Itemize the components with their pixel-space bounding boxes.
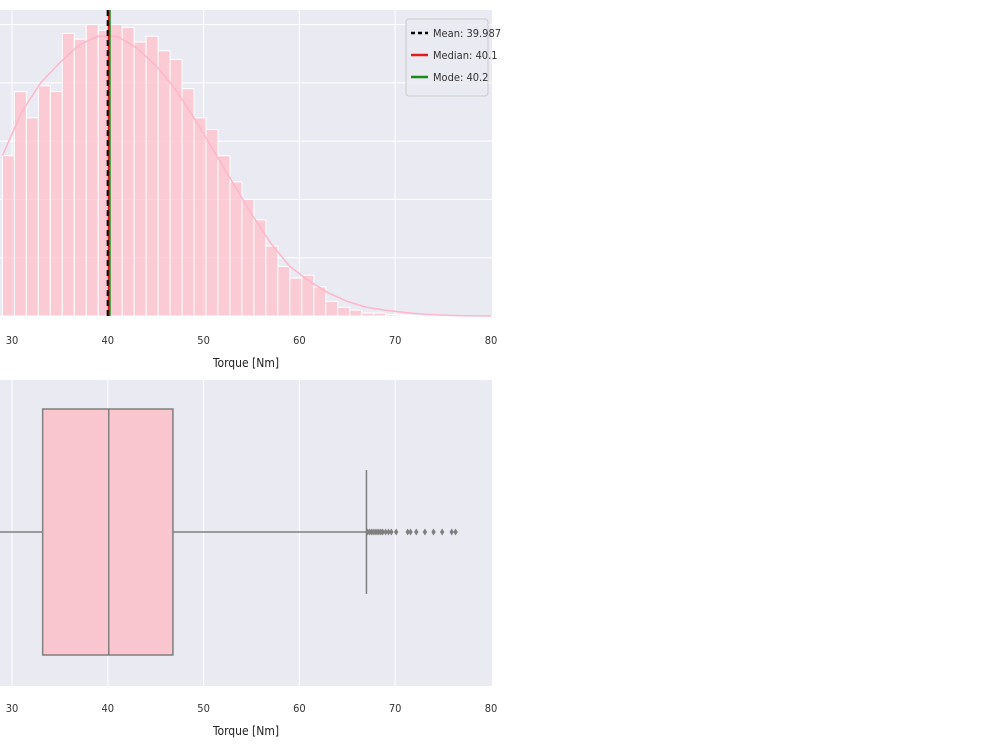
histogram-bar <box>229 181 243 317</box>
x-tick-label: 80 <box>485 334 498 347</box>
histogram-bar <box>205 128 219 317</box>
legend: Mean: 39.987 Median: 40.1 Mode: 40.2 <box>405 18 501 97</box>
outlier-point <box>439 528 445 536</box>
histogram-bar <box>313 286 327 317</box>
histogram-bar <box>265 245 279 317</box>
histogram-bar <box>1 155 15 317</box>
histogram-bar <box>349 309 363 317</box>
legend-label: Mean: 39.987 <box>433 27 501 40</box>
histogram-bar <box>193 117 207 317</box>
x-tick-label: 50 <box>197 702 210 715</box>
histogram-bar <box>157 50 171 317</box>
outlier-point <box>408 528 413 536</box>
outlier-point <box>386 528 391 536</box>
histogram-bar <box>37 85 51 317</box>
kde-curve <box>1 35 492 317</box>
histogram-bar <box>409 314 423 317</box>
histogram-bar <box>133 41 147 317</box>
histogram-bar <box>145 35 159 317</box>
boxplot <box>0 408 458 656</box>
histogram-bar <box>385 314 399 317</box>
outlier-point <box>389 528 394 536</box>
histogram-x-axis-label: Torque [Nm] <box>212 356 279 370</box>
histogram-bar <box>289 277 303 317</box>
histogram-bar <box>277 265 291 317</box>
x-tick-label: 80 <box>485 702 498 715</box>
histogram-bar <box>373 312 387 317</box>
iqr-box <box>41 408 174 656</box>
x-tick-label: 40 <box>102 702 115 715</box>
boxplot-panel: 30 40 50 60 70 80 Torque [Nm] <box>0 380 497 738</box>
outlier-point <box>380 528 385 536</box>
outlier-point <box>405 528 410 536</box>
histogram-bar <box>337 306 351 317</box>
histogram-bar <box>85 24 99 317</box>
histogram-bar <box>25 117 39 317</box>
histogram-bar <box>397 314 411 317</box>
histogram-panel: 30 40 50 60 70 80 Torque [Nm] Mean: 39.987 Med… <box>0 10 501 370</box>
histogram-bar <box>73 38 87 317</box>
legend-label: Median: 40.1 <box>433 49 498 62</box>
x-tick-label: 60 <box>293 702 306 715</box>
histogram-bar <box>121 26 135 317</box>
x-tick-label: 70 <box>389 334 402 347</box>
x-tick-label: 30 <box>6 702 19 715</box>
boxplot-x-axis-label: Torque [Nm] <box>212 724 279 738</box>
outlier-point <box>383 528 388 536</box>
outlier-point <box>414 528 419 536</box>
histogram-bar <box>49 91 63 317</box>
legend-label: Mode: 40.2 <box>433 71 488 84</box>
histogram-bar <box>241 198 255 317</box>
histogram-x-ticks: 30 40 50 60 70 80 <box>6 334 498 347</box>
x-tick-label: 40 <box>102 334 115 347</box>
outlier-point <box>449 528 454 536</box>
outlier-point <box>431 528 436 536</box>
histogram-bar <box>301 274 315 317</box>
histogram-bars <box>1 24 446 317</box>
x-tick-label: 60 <box>293 334 306 347</box>
outlier-point <box>453 528 458 536</box>
x-tick-label: 30 <box>6 334 19 347</box>
boxplot-x-ticks: 30 40 50 60 70 80 <box>6 702 498 715</box>
x-tick-label: 70 <box>389 702 402 715</box>
histogram-bar <box>181 88 195 317</box>
histogram-bar <box>325 300 339 317</box>
statistic-lines <box>106 10 111 316</box>
histogram-bar <box>61 32 75 317</box>
histogram-bar <box>109 24 123 317</box>
histogram-bar <box>217 155 231 317</box>
outlier-point <box>393 528 399 536</box>
outlier-point <box>422 528 428 536</box>
x-tick-label: 50 <box>197 334 210 347</box>
histogram-bar <box>361 312 375 317</box>
